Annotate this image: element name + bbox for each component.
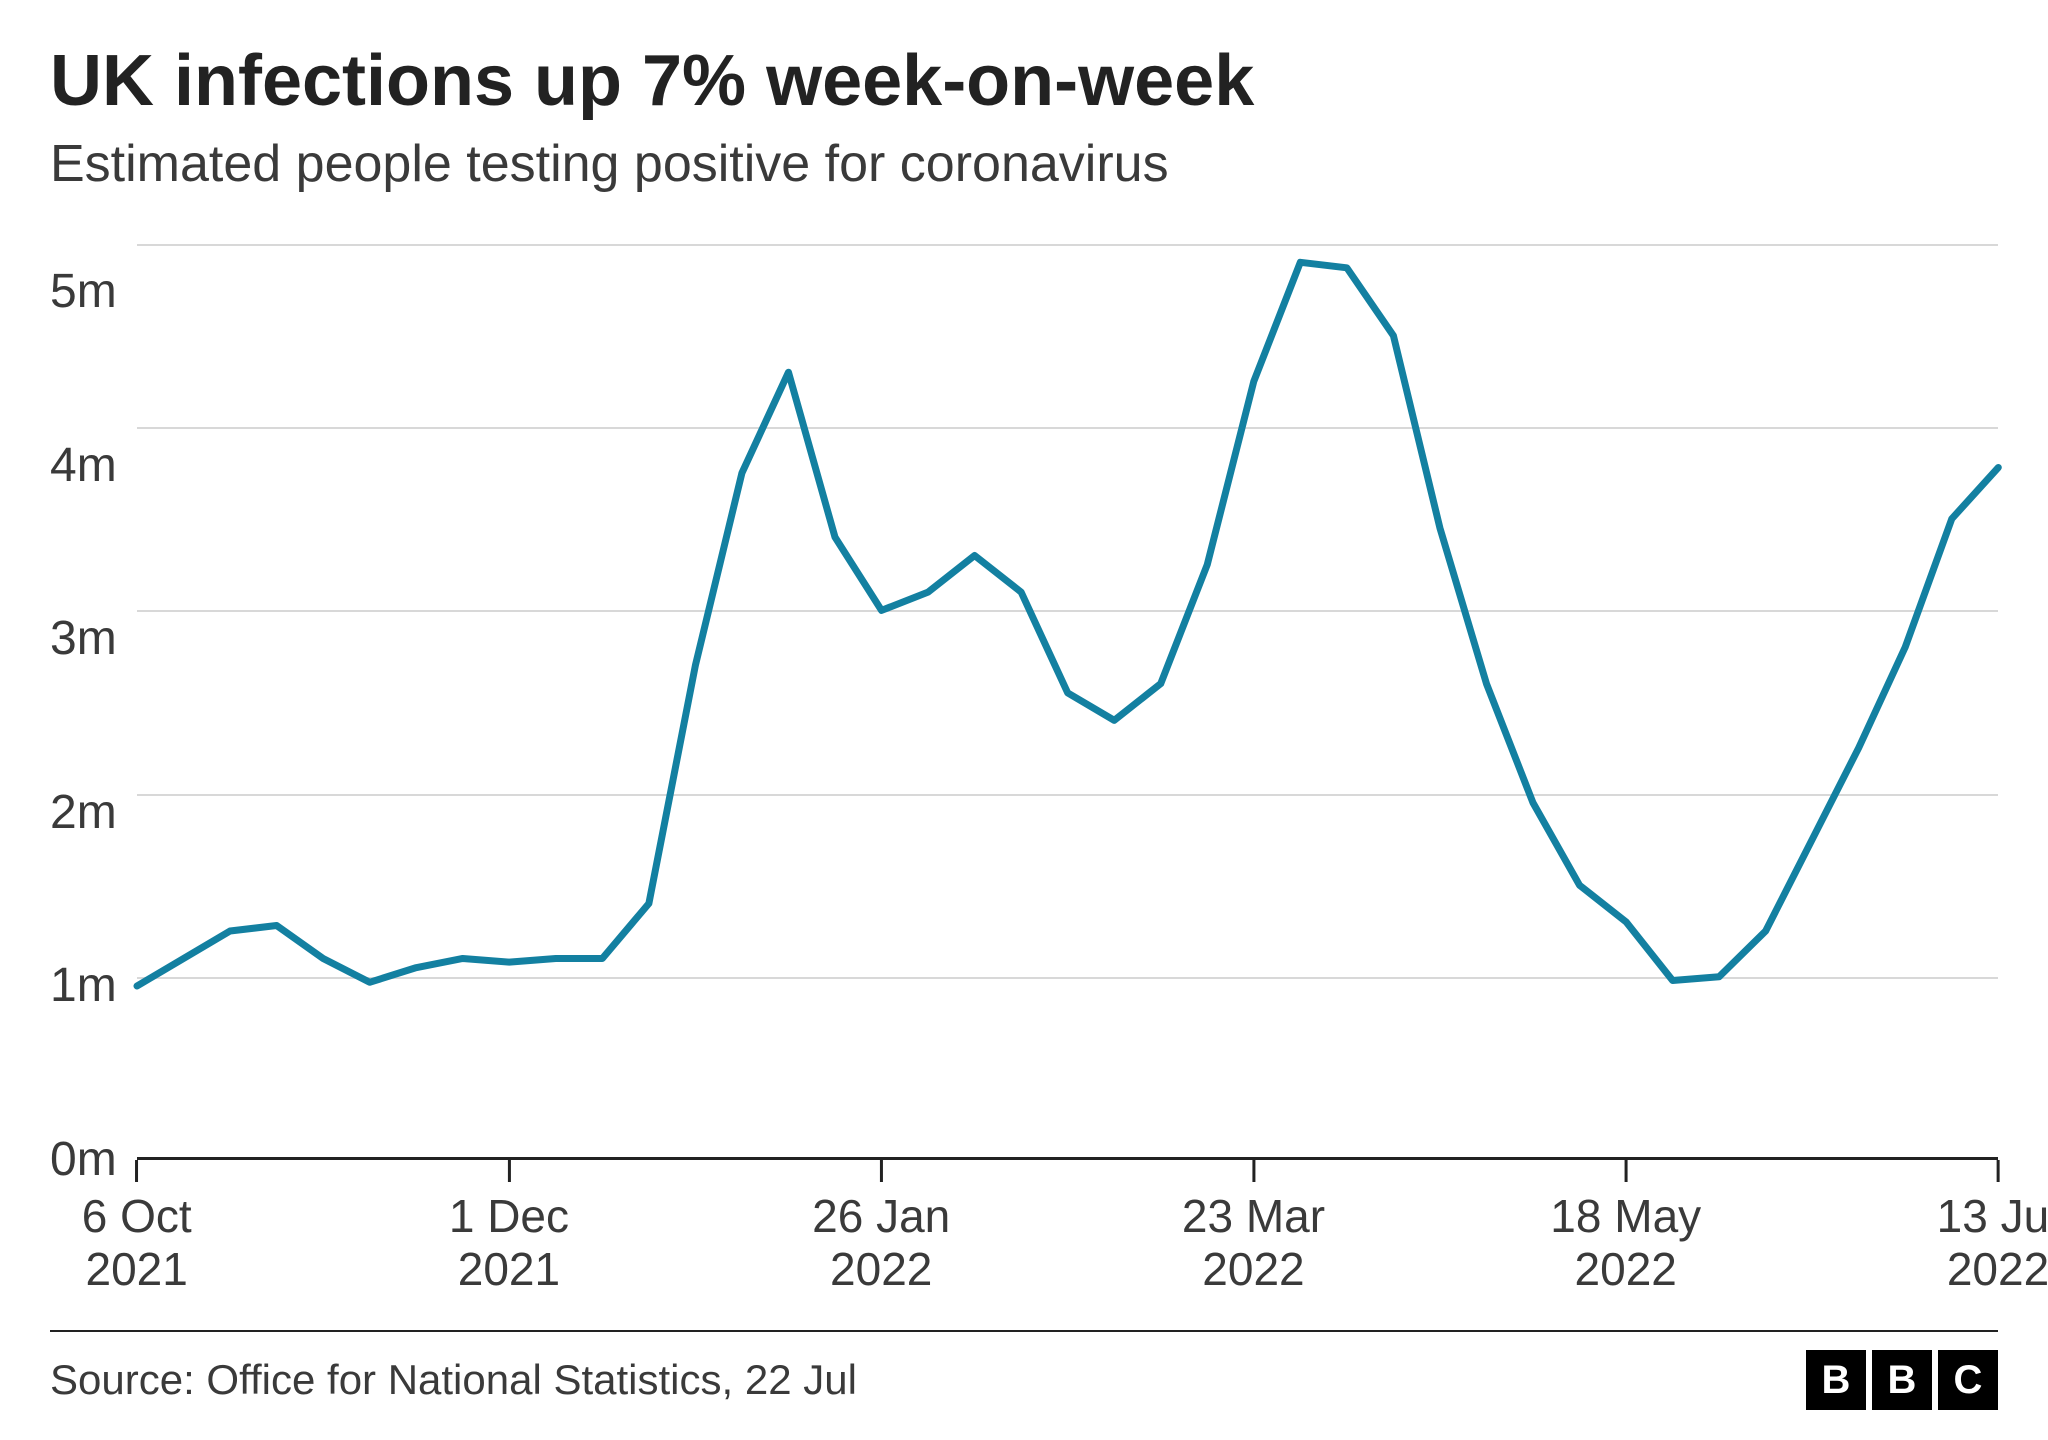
chart-title: UK infections up 7% week-on-week xyxy=(50,40,1998,122)
x-tick-label: 6 Oct2021 xyxy=(82,1190,192,1296)
x-tick: 6 Oct2021 xyxy=(82,1160,192,1296)
chart-subtitle: Estimated people testing positive for co… xyxy=(50,134,1998,194)
x-tick-label: 18 May2022 xyxy=(1550,1190,1701,1296)
x-tick: 23 Mar2022 xyxy=(1182,1160,1325,1296)
logo-block: C xyxy=(1938,1350,1998,1410)
x-tick: 13 Jul2022 xyxy=(1937,1160,2048,1296)
x-tick-mark xyxy=(135,1160,138,1182)
x-tick-label: 23 Mar2022 xyxy=(1182,1190,1325,1296)
y-tick-label: 4m xyxy=(50,442,117,490)
y-tick-label: 2m xyxy=(50,789,117,837)
x-tick-mark xyxy=(1997,1160,2000,1182)
x-axis-ticks: 6 Oct20211 Dec202126 Jan202223 Mar202218… xyxy=(137,1160,1998,1300)
x-tick-mark xyxy=(880,1160,883,1182)
x-tick: 26 Jan2022 xyxy=(812,1160,950,1296)
source-text: Source: Office for National Statistics, … xyxy=(50,1356,857,1404)
y-tick-label: 5m xyxy=(50,268,117,316)
x-tick-label: 26 Jan2022 xyxy=(812,1190,950,1296)
x-tick-label: 13 Jul2022 xyxy=(1937,1190,2048,1296)
chart-footer: Source: Office for National Statistics, … xyxy=(50,1330,1998,1410)
y-tick-label: 1m xyxy=(50,962,117,1010)
bbc-logo: BBC xyxy=(1806,1350,1998,1410)
y-axis: 5m4m3m2m1m0m xyxy=(50,244,137,1300)
y-tick-label: 3m xyxy=(50,615,117,663)
data-line xyxy=(137,262,1998,986)
chart-container: 5m4m3m2m1m0m 6 Oct20211 Dec202126 Jan202… xyxy=(50,244,1998,1300)
x-tick-mark xyxy=(507,1160,510,1182)
x-tick-label: 1 Dec2021 xyxy=(449,1190,569,1296)
x-tick: 1 Dec2021 xyxy=(449,1160,569,1296)
x-tick: 18 May2022 xyxy=(1550,1160,1701,1296)
logo-block: B xyxy=(1872,1350,1932,1410)
plot-inner xyxy=(137,244,1998,1160)
plot-area: 6 Oct20211 Dec202126 Jan202223 Mar202218… xyxy=(137,244,1998,1300)
x-tick-mark xyxy=(1624,1160,1627,1182)
line-chart-svg xyxy=(137,244,1998,1160)
logo-block: B xyxy=(1806,1350,1866,1410)
x-tick-mark xyxy=(1252,1160,1255,1182)
